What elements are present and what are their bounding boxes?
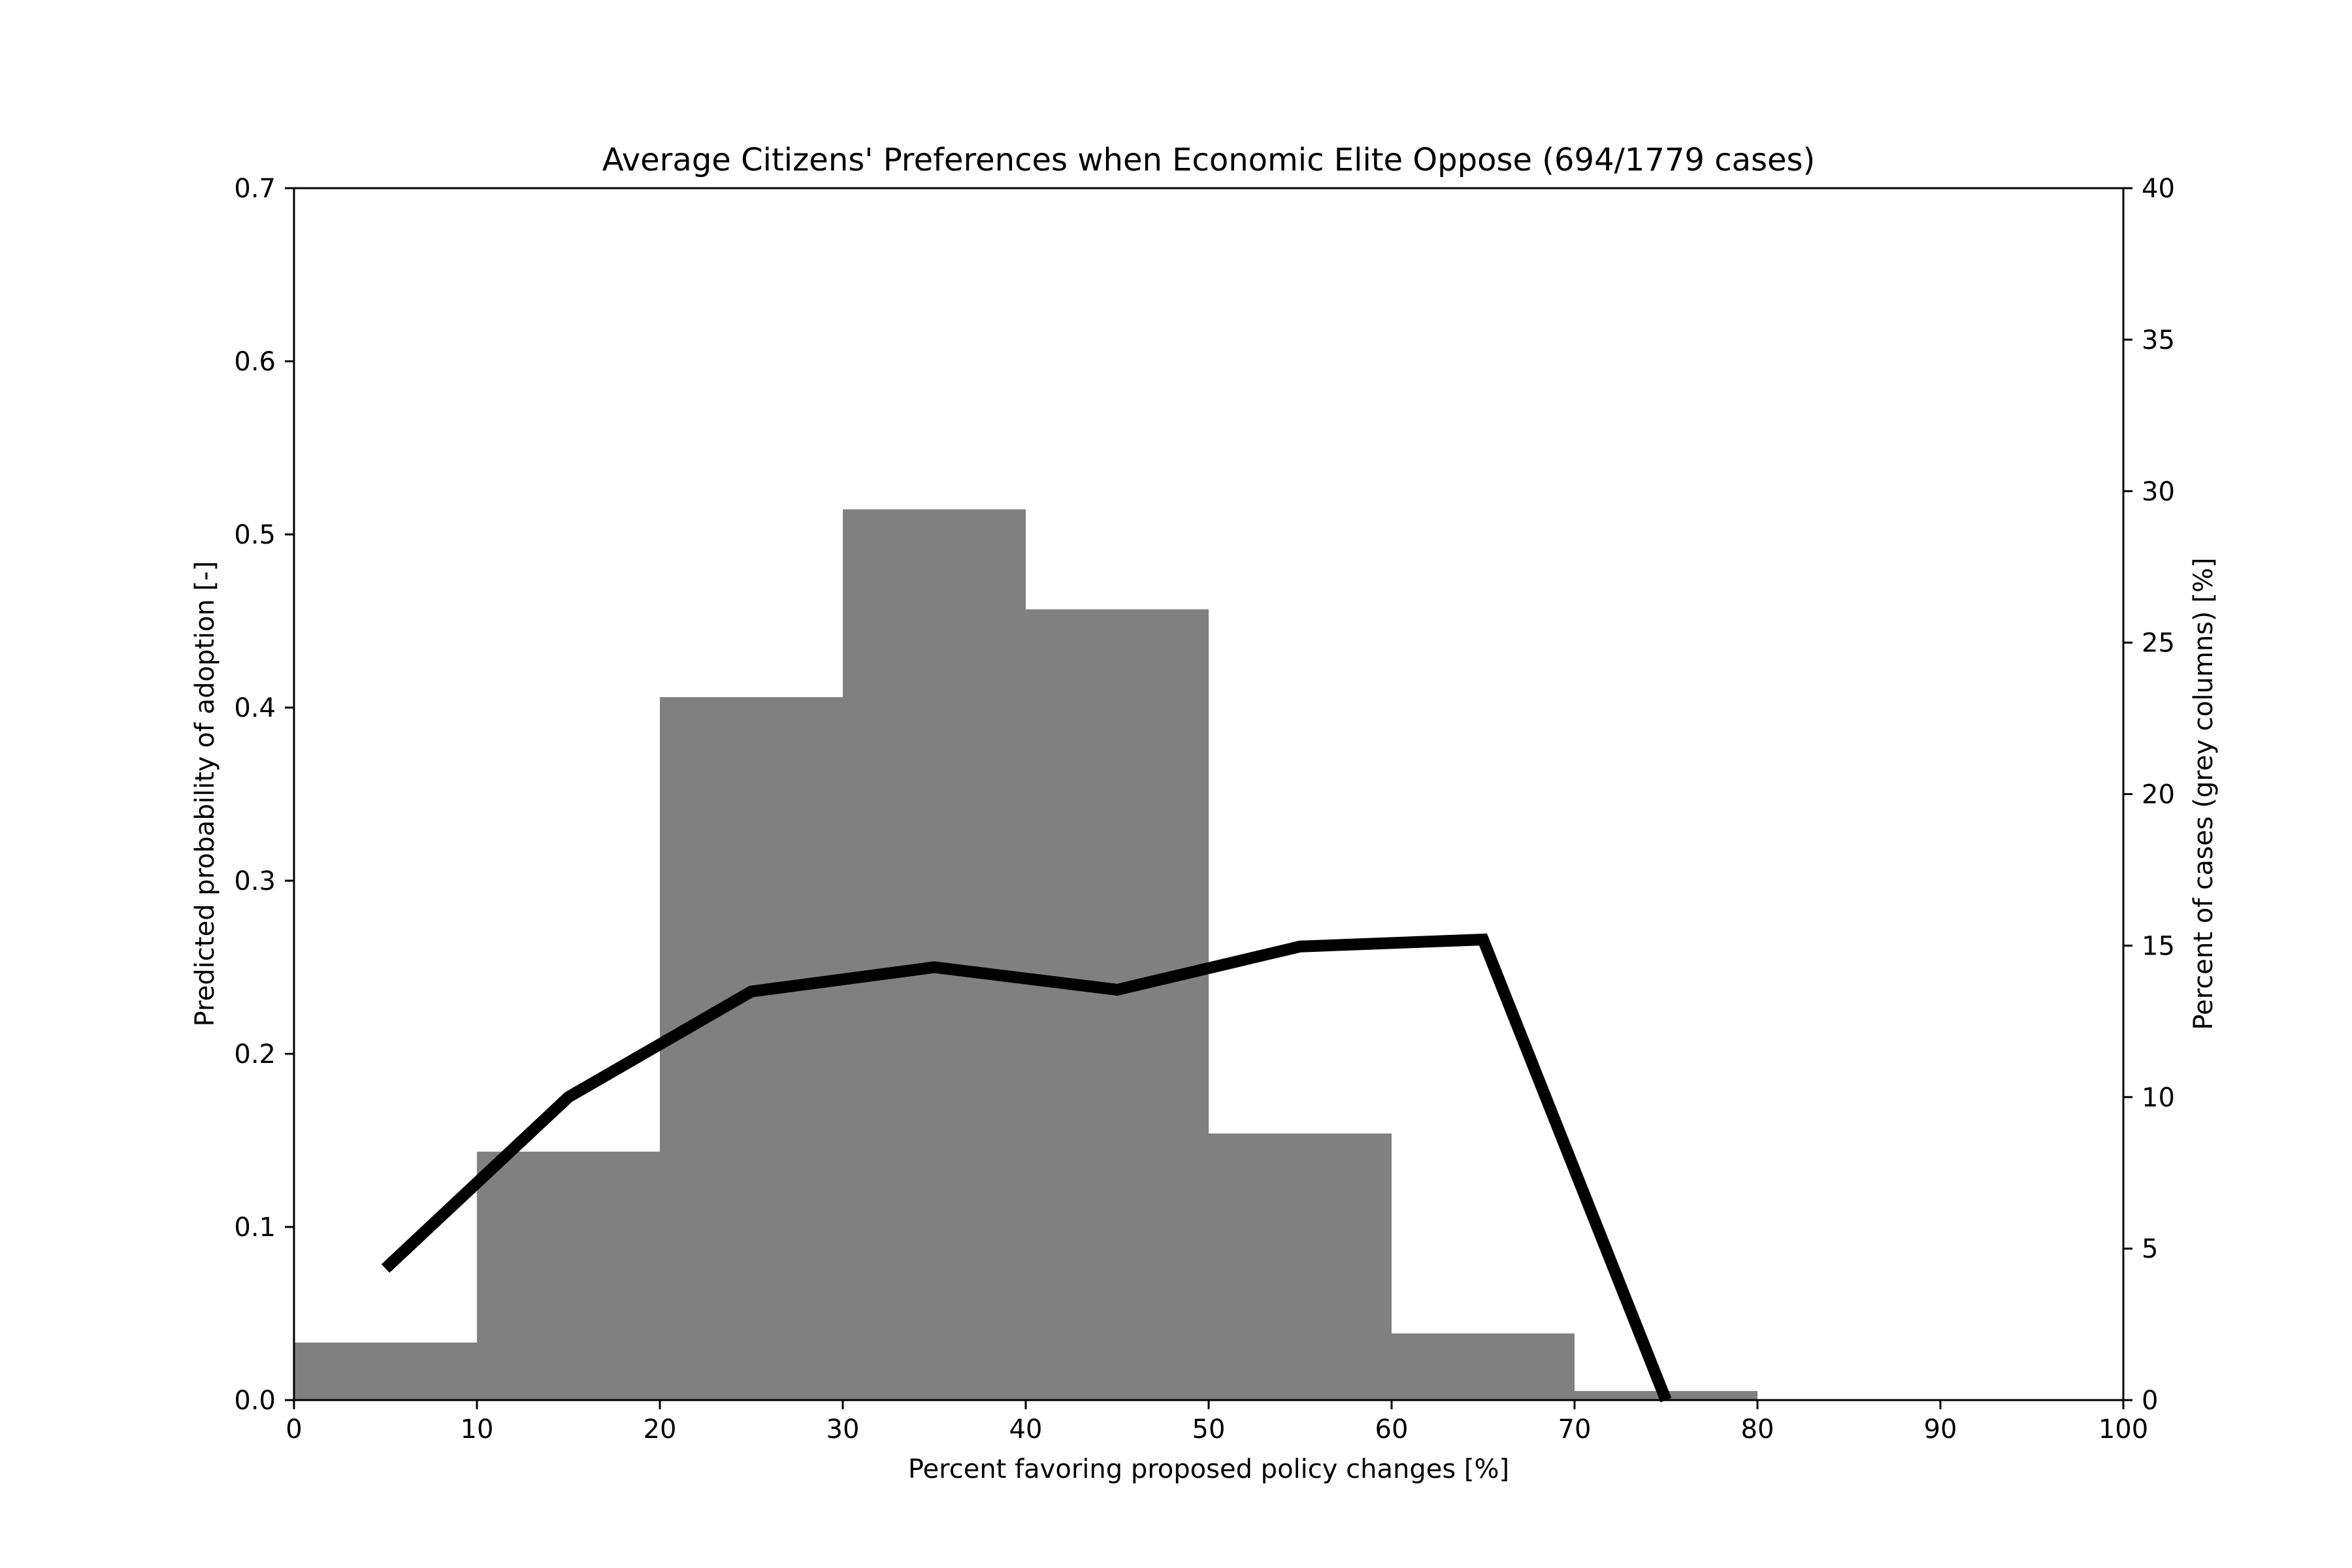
y-left-tick-label: 0.1 <box>234 1213 276 1243</box>
x-axis-ticks: 0 10 20 30 40 50 60 70 80 90 100 <box>286 1400 2148 1445</box>
x-axis-label: Percent favoring proposed policy changes… <box>908 1454 1509 1484</box>
x-tick-label: 80 <box>1741 1414 1774 1445</box>
histogram-bars <box>294 509 1757 1401</box>
histogram-bar <box>660 697 843 1400</box>
x-tick-label: 60 <box>1375 1414 1409 1445</box>
histogram-bar <box>1209 1133 1392 1400</box>
y-left-tick-label: 0.2 <box>234 1039 276 1070</box>
y-right-tick-label: 30 <box>2142 477 2175 507</box>
histogram-bar <box>294 1342 477 1400</box>
histogram-bar <box>1392 1333 1575 1400</box>
y-right-tick-label: 15 <box>2142 931 2175 961</box>
x-tick-label: 100 <box>2099 1414 2148 1445</box>
y-left-tick-label: 0.5 <box>234 520 276 550</box>
x-tick-label: 20 <box>644 1414 677 1445</box>
x-tick-label: 90 <box>1924 1414 1957 1445</box>
y-right-tick-label: 5 <box>2142 1234 2158 1264</box>
y-right-tick-label: 40 <box>2142 174 2175 204</box>
x-tick-label: 70 <box>1558 1414 1592 1445</box>
y-right-tick-label: 20 <box>2142 780 2175 810</box>
y-left-tick-label: 0.4 <box>234 693 276 723</box>
histogram-bar <box>477 1151 660 1400</box>
x-tick-label: 0 <box>286 1414 302 1445</box>
y-right-axis-ticks: 0 5 10 15 20 25 30 35 40 <box>2123 174 2175 1416</box>
probability-line <box>381 933 1672 1403</box>
y-right-tick-label: 25 <box>2142 629 2175 659</box>
histogram-bar <box>1026 609 1209 1400</box>
x-tick-label: 10 <box>461 1414 494 1445</box>
histogram-bar <box>843 509 1026 1401</box>
y-left-tick-label: 0.6 <box>234 347 276 377</box>
y-left-axis-ticks: 0.0 0.1 0.2 0.3 0.4 0.5 0.6 0.7 <box>234 174 294 1416</box>
y-right-tick-label: 10 <box>2142 1083 2175 1113</box>
x-tick-label: 30 <box>826 1414 860 1445</box>
x-tick-label: 50 <box>1192 1414 1226 1445</box>
y-left-axis-label: Predicted probability of adoption [-] <box>190 561 220 1027</box>
chart-title: Average Citizens' Preferences when Econo… <box>602 142 1816 178</box>
y-right-tick-label: 0 <box>2142 1386 2158 1416</box>
y-left-tick-label: 0.0 <box>234 1386 276 1416</box>
y-left-tick-label: 0.7 <box>234 174 276 204</box>
y-right-tick-label: 35 <box>2142 325 2175 355</box>
probability-line-layer <box>381 933 1672 1403</box>
y-right-axis-label: Percent of cases (grey columns) [%] <box>2189 557 2219 1030</box>
x-tick-label: 40 <box>1009 1414 1043 1445</box>
y-left-tick-label: 0.3 <box>234 866 276 896</box>
